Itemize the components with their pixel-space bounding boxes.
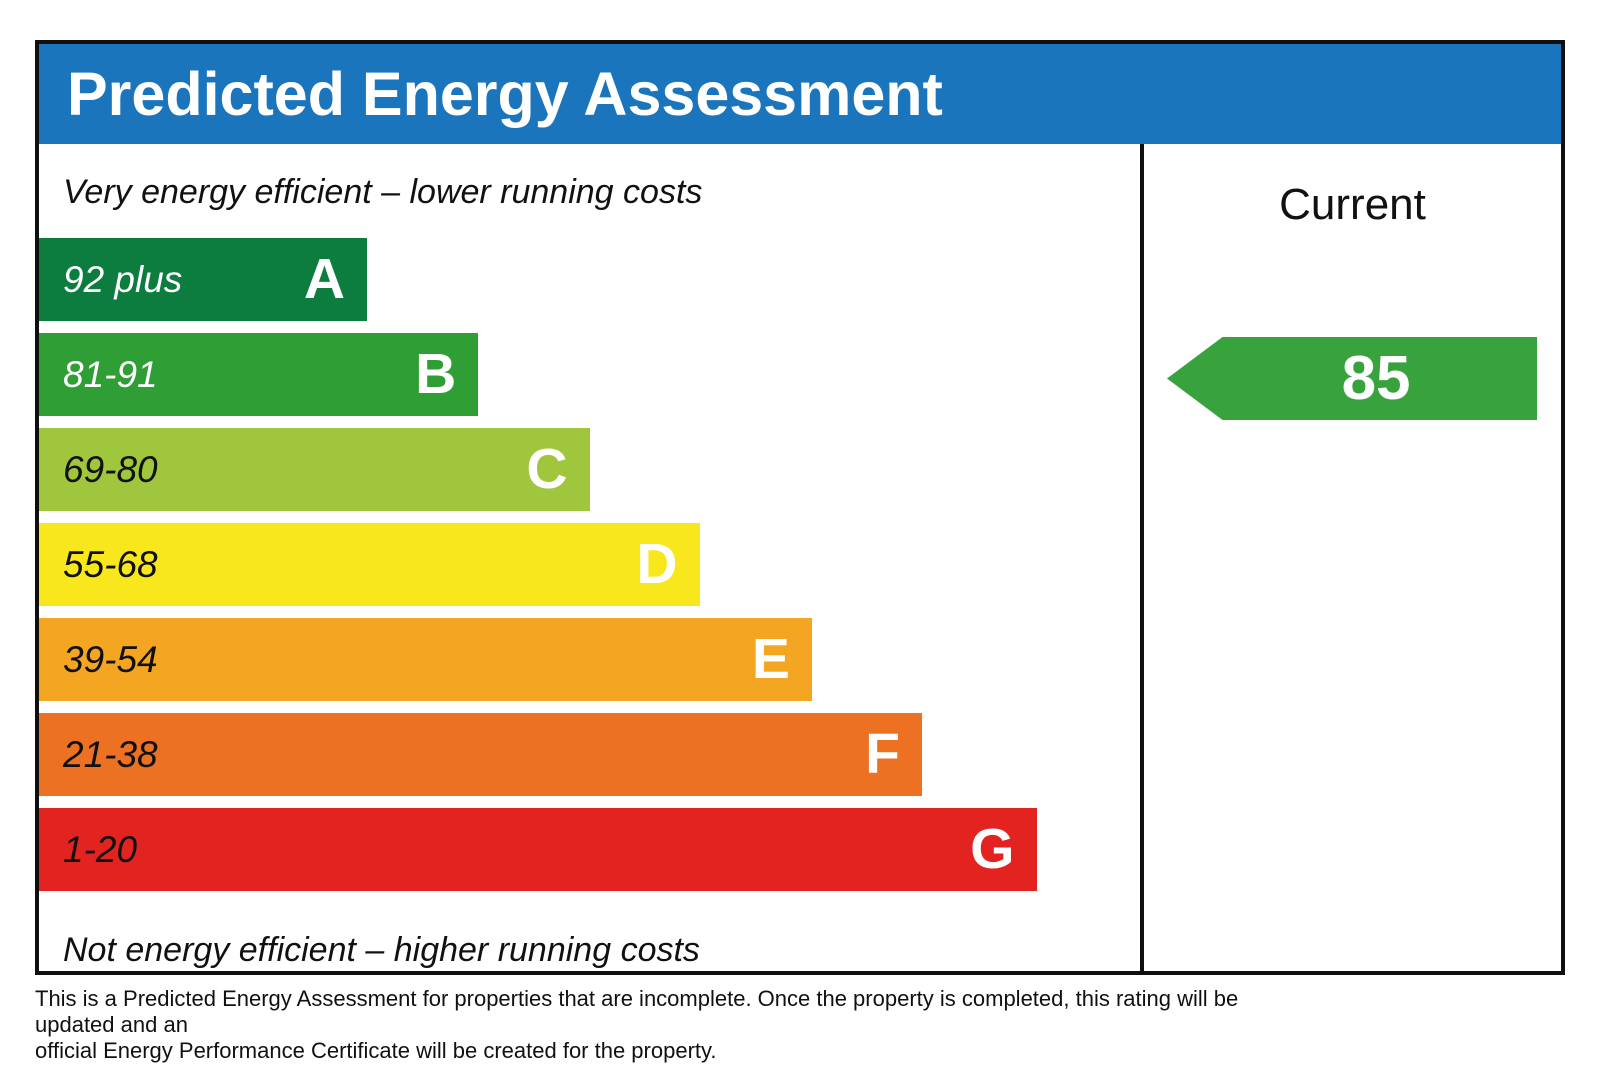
epc-band-f: 21-38 F: [39, 713, 922, 796]
band-letter: E: [751, 627, 790, 691]
epc-band-d: 55-68 D: [39, 523, 700, 606]
page-title: Predicted Energy Assessment: [67, 60, 943, 128]
band-letter: G: [970, 817, 1015, 881]
band-range-label: 69-80: [63, 448, 158, 490]
epc-content: Very energy efficient – lower running co…: [39, 144, 1561, 971]
epc-band-a: 92 plus A: [39, 238, 368, 321]
footer-disclaimer: This is a Predicted Energy Assessment fo…: [35, 986, 1305, 1064]
band-range-label: 92 plus: [63, 258, 183, 300]
epc-band-e: 39-54 E: [39, 618, 812, 701]
band-range-label: 55-68: [63, 543, 158, 585]
band-letter: A: [303, 247, 346, 311]
epc-panel: Predicted Energy Assessment Very energy …: [35, 40, 1565, 975]
band-letter: C: [526, 437, 568, 501]
current-rating-arrow: 85: [1167, 337, 1537, 420]
band-letter: D: [636, 532, 678, 596]
current-rating-value: 85: [1341, 343, 1411, 413]
epc-band-g: 1-20 G: [39, 808, 1037, 891]
epc-band-c: 69-80 C: [39, 428, 590, 511]
band-range-label: 81-91: [63, 353, 158, 395]
bottom-note: Not energy efficient – higher running co…: [63, 931, 700, 969]
current-column-header: Current: [1279, 180, 1426, 229]
rating-bands: 92 plus A 81-91 B 69-80 C 55-68 D 39-54 E 21-38 F 1-…: [39, 238, 1140, 903]
top-note: Very energy efficient – lower running co…: [63, 173, 703, 211]
band-letter: B: [415, 342, 457, 406]
footer-line-1: This is a Predicted Energy Assessment fo…: [35, 986, 1239, 1037]
rating-ladder: Very energy efficient – lower running co…: [39, 144, 1140, 971]
band-range-label: 1-20: [63, 828, 138, 870]
footer-line-2: official Energy Performance Certificate …: [35, 1038, 717, 1063]
band-range-label: 21-38: [63, 733, 158, 775]
epc-band-b: 81-91 B: [39, 333, 479, 416]
band-range-label: 39-54: [63, 638, 158, 680]
title-bar: Predicted Energy Assessment: [39, 44, 1561, 144]
current-column: Current 85: [1140, 144, 1561, 971]
band-letter: F: [865, 722, 900, 786]
